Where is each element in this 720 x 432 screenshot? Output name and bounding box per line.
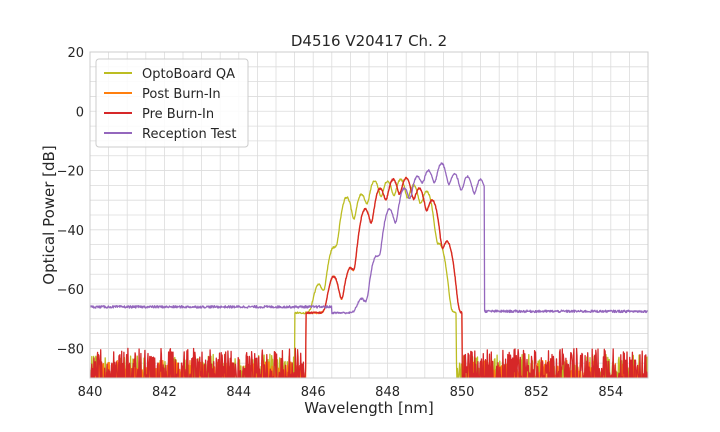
x-tick-label: 846 — [301, 385, 326, 400]
x-axis-label: Wavelength [nm] — [304, 399, 434, 417]
x-tick-label: 854 — [598, 385, 623, 400]
x-tick-label: 844 — [226, 385, 251, 400]
x-axis-ticks: 840 842 844 846 848 850 852 854 — [78, 385, 624, 400]
x-tick-label: 850 — [450, 385, 475, 400]
legend-label: Reception Test — [142, 127, 236, 142]
y-tick-label: −80 — [57, 342, 84, 357]
legend-label: OptoBoard QA — [142, 67, 235, 82]
y-tick-label: −20 — [57, 165, 84, 180]
chart-title: D4516 V20417 Ch. 2 — [291, 32, 447, 50]
y-axis-ticks: −80 −60 −40 −20 0 20 — [57, 46, 84, 357]
x-tick-label: 840 — [78, 385, 103, 400]
plot-frame — [89, 51, 649, 379]
legend-label: Post Burn-In — [142, 87, 221, 102]
series-line-reception-test — [90, 162, 648, 315]
y-tick-label: −60 — [57, 283, 84, 298]
legend-box — [95, 58, 249, 148]
plot-area — [90, 162, 648, 378]
y-axis-label: Optical Power [dB] — [40, 145, 58, 284]
y-tick-label: 0 — [76, 105, 84, 120]
y-tick-label: 20 — [67, 46, 84, 61]
series-line-pre-burn-in — [90, 176, 648, 378]
x-tick-label: 848 — [375, 385, 400, 400]
series-line-optoboard-qa — [90, 178, 648, 378]
y-tick-label: −40 — [57, 224, 84, 239]
x-tick-label: 852 — [524, 385, 549, 400]
legend: OptoBoard QA Post Burn-In Pre Burn-In Recep… — [95, 58, 249, 148]
legend-label: Pre Burn-In — [142, 107, 214, 122]
x-tick-label: 842 — [152, 385, 177, 400]
